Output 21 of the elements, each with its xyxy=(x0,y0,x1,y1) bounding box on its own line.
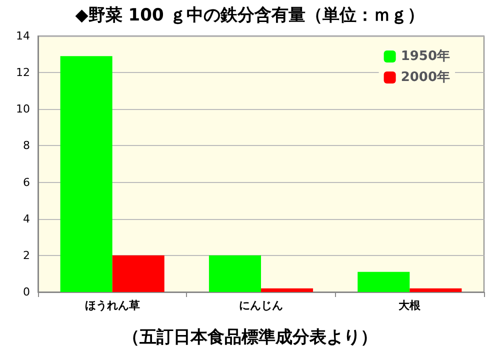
x-tick-label: にんじん xyxy=(239,299,283,312)
y-tick-label: 10 xyxy=(16,102,30,116)
y-tick-label: 12 xyxy=(16,66,30,80)
y-tick-label: 4 xyxy=(23,212,30,226)
y-tick-label: 0 xyxy=(23,286,30,298)
bar xyxy=(60,56,112,292)
bar xyxy=(112,255,164,292)
text: （五訂日本食品標準成分表より） xyxy=(122,328,378,348)
chart-title: ◆野菜 100 ｇ中の鉄分含有量（単位：ｍｇ） xyxy=(75,6,425,26)
bar xyxy=(358,272,410,292)
bar xyxy=(261,288,314,292)
y-tick-label: 6 xyxy=(23,176,30,189)
x-tick-label: ほうれん草 xyxy=(84,299,140,312)
bar xyxy=(410,288,462,292)
y-tick-label: 14 xyxy=(16,30,30,42)
y-tick-label: 2 xyxy=(23,248,30,262)
legend-label: 2000年 xyxy=(400,70,450,85)
bar xyxy=(208,255,261,292)
x-tick-label: 大根 xyxy=(398,299,422,312)
legend-label: 1950年 xyxy=(400,49,450,64)
y-tick-label: 8 xyxy=(23,139,30,152)
